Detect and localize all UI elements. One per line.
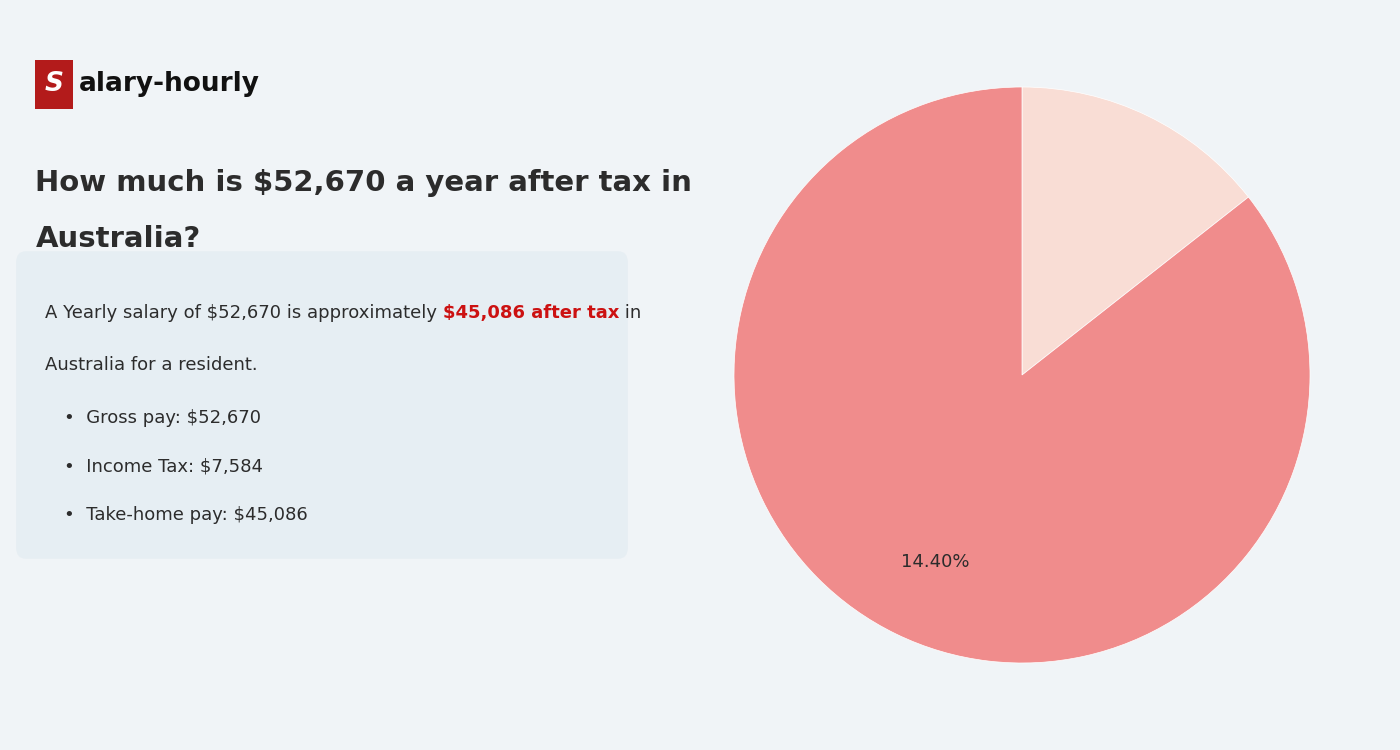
Text: 14.40%: 14.40% <box>902 554 970 572</box>
Text: •  Income Tax: $7,584: • Income Tax: $7,584 <box>64 458 263 476</box>
Text: A Yearly salary of $52,670 is approximately: A Yearly salary of $52,670 is approximat… <box>45 304 442 322</box>
Text: in: in <box>619 304 641 322</box>
Wedge shape <box>1022 87 1249 375</box>
Text: How much is $52,670 a year after tax in: How much is $52,670 a year after tax in <box>35 169 692 196</box>
Text: •  Take-home pay: $45,086: • Take-home pay: $45,086 <box>64 506 308 524</box>
Wedge shape <box>734 87 1310 663</box>
FancyBboxPatch shape <box>35 60 73 109</box>
Text: S: S <box>45 71 63 97</box>
Text: alary-hourly: alary-hourly <box>78 71 259 97</box>
Text: Australia?: Australia? <box>35 225 200 253</box>
Text: $45,086 after tax: $45,086 after tax <box>442 304 619 322</box>
FancyBboxPatch shape <box>17 251 629 559</box>
Text: Australia for a resident.: Australia for a resident. <box>45 356 258 374</box>
Text: •  Gross pay: $52,670: • Gross pay: $52,670 <box>64 409 262 427</box>
